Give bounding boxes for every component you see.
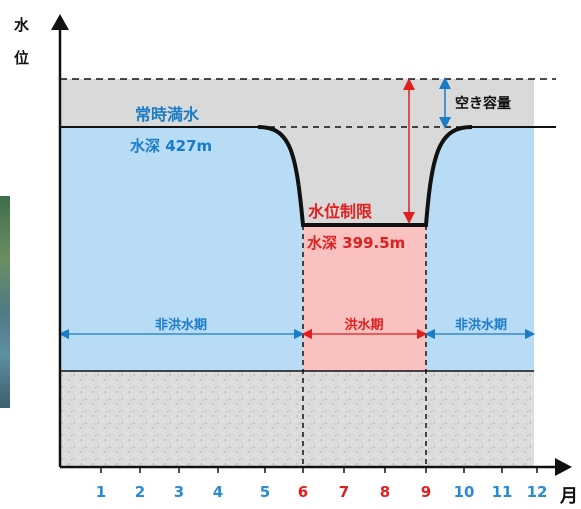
month-label-1: 1 xyxy=(96,483,106,501)
limit-label: 水位制限 xyxy=(308,202,373,221)
normal-full-label: 常時満水 xyxy=(135,105,200,124)
month-label-12: 12 xyxy=(527,483,548,501)
period-label-flood: 洪水期 xyxy=(344,317,383,333)
drawdown-curve xyxy=(257,125,473,227)
month-label-6: 6 xyxy=(298,483,308,501)
drawdown-region xyxy=(258,127,472,225)
month-label-8: 8 xyxy=(380,483,390,501)
y-axis-arrowhead xyxy=(51,14,69,30)
vacancy-label: 空き容量 xyxy=(455,95,511,112)
month-label-5: 5 xyxy=(260,483,270,501)
month-label-9: 9 xyxy=(421,483,431,501)
flood-period-region xyxy=(303,225,426,371)
x-axis-arrowhead xyxy=(555,458,572,476)
period-label-nonflood-2: 非洪水期 xyxy=(455,317,507,333)
month-labels: 1 2 3 4 5 6 7 8 9 10 11 12 xyxy=(96,483,548,501)
limit-depth-label: 水深 399.5m xyxy=(307,234,405,252)
reservoir-bed xyxy=(60,371,534,467)
vacancy-region xyxy=(60,79,534,127)
month-label-10: 10 xyxy=(454,483,475,501)
month-label-3: 3 xyxy=(174,483,184,501)
month-label-2: 2 xyxy=(135,483,145,501)
month-label-7: 7 xyxy=(339,483,349,501)
normal-depth-label: 水深 427m xyxy=(130,137,212,155)
y-axis-label-2: 位 xyxy=(14,49,29,67)
y-axis-label-1: 水 xyxy=(14,16,30,34)
month-label-11: 11 xyxy=(492,483,513,501)
month-label-4: 4 xyxy=(213,483,223,501)
x-axis-ticks xyxy=(100,467,538,473)
period-label-nonflood-1: 非洪水期 xyxy=(155,317,207,333)
background-photo-fragment xyxy=(0,196,10,408)
x-axis-unit: 月 xyxy=(559,486,578,507)
